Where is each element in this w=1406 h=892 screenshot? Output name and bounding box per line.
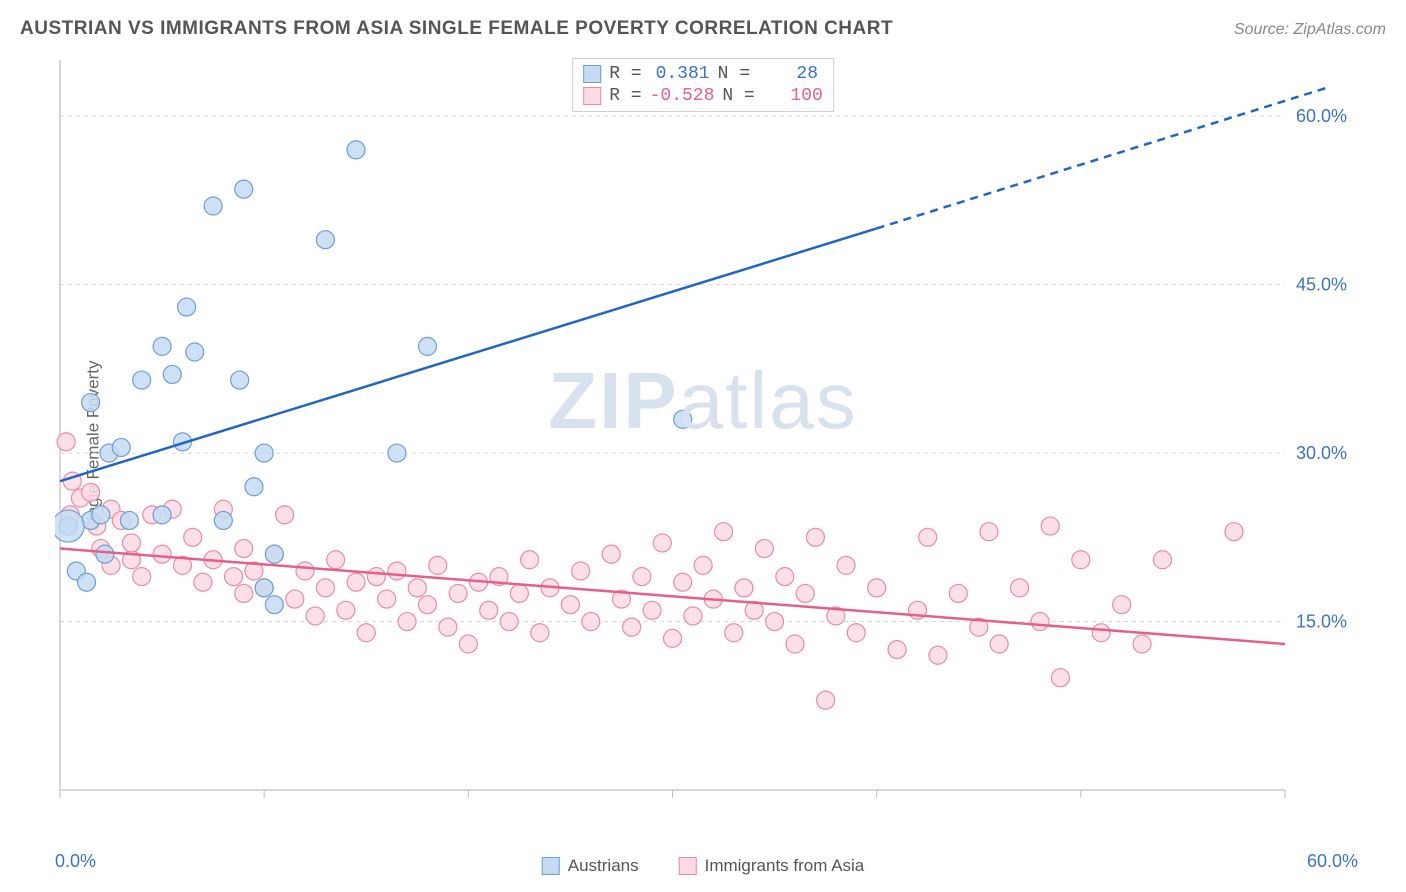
chart-title: AUSTRIAN VS IMMIGRANTS FROM ASIA SINGLE … (20, 18, 893, 40)
svg-text:60.0%: 60.0% (1296, 106, 1347, 126)
r-label: R = (609, 63, 641, 85)
r-value-asia: -0.528 (650, 85, 715, 107)
scatter-chart-svg: 15.0% 30.0% 45.0% 60.0% (55, 55, 1355, 825)
svg-text:15.0%: 15.0% (1296, 612, 1347, 632)
legend-label-asia: Immigrants from Asia (705, 856, 865, 876)
legend-bottom: Austrians Immigrants from Asia (542, 856, 865, 876)
legend-item-asia: Immigrants from Asia (679, 856, 865, 876)
stats-row-asia: R = -0.528 N = 100 (583, 85, 823, 107)
r-value-austrians: 0.381 (650, 63, 710, 85)
legend-item-austrians: Austrians (542, 856, 639, 876)
x-axis-min-label: 0.0% (55, 851, 96, 872)
stats-row-austrians: R = 0.381 N = 28 (583, 63, 823, 85)
r-label: R = (609, 85, 641, 107)
swatch-asia (583, 87, 601, 105)
n-value-asia: 100 (763, 85, 823, 107)
legend-label-austrians: Austrians (568, 856, 639, 876)
chart-header: AUSTRIAN VS IMMIGRANTS FROM ASIA SINGLE … (20, 18, 1386, 40)
x-axis-max-label: 60.0% (1307, 851, 1358, 872)
svg-text:45.0%: 45.0% (1296, 275, 1347, 295)
n-value-austrians: 28 (758, 63, 818, 85)
correlation-stats-box: R = 0.381 N = 28 R = -0.528 N = 100 (572, 58, 834, 112)
n-label: N = (718, 63, 750, 85)
swatch-austrians (583, 65, 601, 83)
swatch-austrians (542, 857, 560, 875)
n-label: N = (722, 85, 754, 107)
svg-text:30.0%: 30.0% (1296, 443, 1347, 463)
source-attribution: Source: ZipAtlas.com (1234, 21, 1386, 39)
swatch-asia (679, 857, 697, 875)
plot-area: 15.0% 30.0% 45.0% 60.0% (55, 55, 1355, 825)
